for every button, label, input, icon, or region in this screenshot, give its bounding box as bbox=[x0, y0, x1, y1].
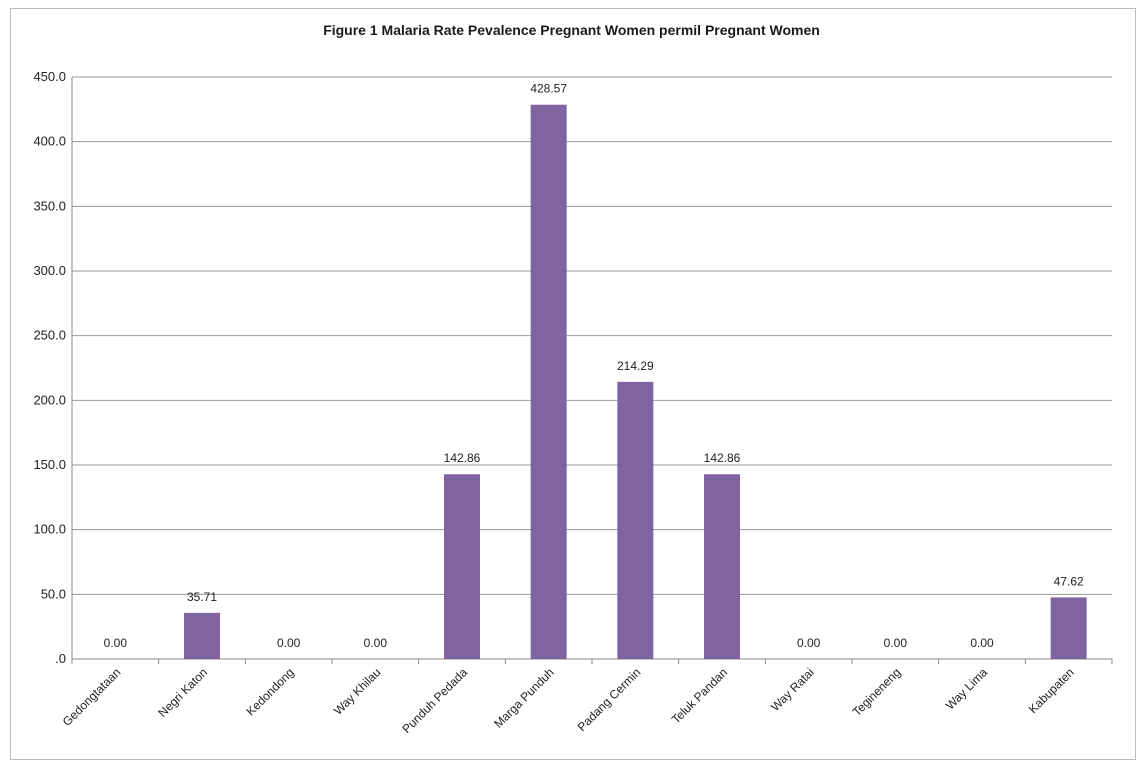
y-tick-label: 50.0 bbox=[41, 586, 66, 601]
y-tick-label: 150.0 bbox=[33, 457, 66, 472]
y-axis: .0 50.0 100.0 150.0 200.0 250.0 300.0 350.0 400.… bbox=[33, 69, 1113, 666]
y-tick-label: 400.0 bbox=[33, 134, 66, 149]
data-label: 0.00 bbox=[104, 636, 128, 650]
x-tick-label: Teluk Pandan bbox=[669, 665, 730, 726]
chart-title: Figure 1 Malaria Rate Pevalence Pregnant… bbox=[323, 22, 820, 38]
data-label: 214.29 bbox=[617, 359, 654, 373]
data-label: 35.71 bbox=[187, 590, 217, 604]
x-tick-label: Way Khilau bbox=[331, 665, 384, 718]
x-tick-label: Kedondong bbox=[243, 665, 296, 718]
data-labels: 0.00 35.71 0.00 0.00 142.86 428.57 214.29 142.8… bbox=[104, 82, 1084, 650]
data-label: 0.00 bbox=[797, 636, 821, 650]
bar bbox=[1050, 597, 1087, 659]
y-tick-label: .0 bbox=[55, 651, 66, 666]
y-tick-label: 250.0 bbox=[33, 328, 66, 343]
gridlines bbox=[72, 76, 1112, 660]
x-tick-label: Marga Punduh bbox=[491, 665, 557, 731]
bar bbox=[530, 104, 567, 660]
data-label: 47.62 bbox=[1054, 574, 1084, 588]
data-label: 142.86 bbox=[704, 451, 741, 465]
data-label: 428.57 bbox=[530, 82, 567, 96]
bar bbox=[444, 474, 480, 659]
y-tick-label: 200.0 bbox=[33, 392, 66, 407]
x-tick-label: Way Ratai bbox=[768, 665, 817, 714]
x-tick-label: Kabupaten bbox=[1026, 665, 1077, 716]
y-tick-label: 100.0 bbox=[33, 522, 66, 537]
data-label: 142.86 bbox=[444, 451, 481, 465]
y-tick-label: 450.0 bbox=[33, 69, 66, 84]
x-tick-label: Gedongtataan bbox=[60, 665, 124, 729]
data-label: 0.00 bbox=[884, 636, 908, 650]
data-label: 0.00 bbox=[364, 636, 388, 650]
y-tick-label: 350.0 bbox=[33, 198, 66, 213]
bar bbox=[617, 381, 654, 659]
x-tick-label: Way Lima bbox=[943, 665, 991, 713]
x-tick-label: Padang Cermin bbox=[575, 665, 644, 734]
data-label: 0.00 bbox=[970, 636, 994, 650]
bar bbox=[184, 612, 220, 659]
bars bbox=[184, 104, 1087, 660]
x-tick-label: Punduh Pedada bbox=[399, 665, 470, 736]
data-label: 0.00 bbox=[277, 636, 301, 650]
bar bbox=[704, 474, 740, 659]
x-tick-label: Negri Katon bbox=[155, 665, 210, 720]
x-tick-label: Tegineneng bbox=[850, 665, 904, 719]
x-axis-labels: Gedongtataan Negri Katon Kedondong Way Khil… bbox=[60, 665, 1077, 736]
y-tick-label: 300.0 bbox=[33, 263, 66, 278]
